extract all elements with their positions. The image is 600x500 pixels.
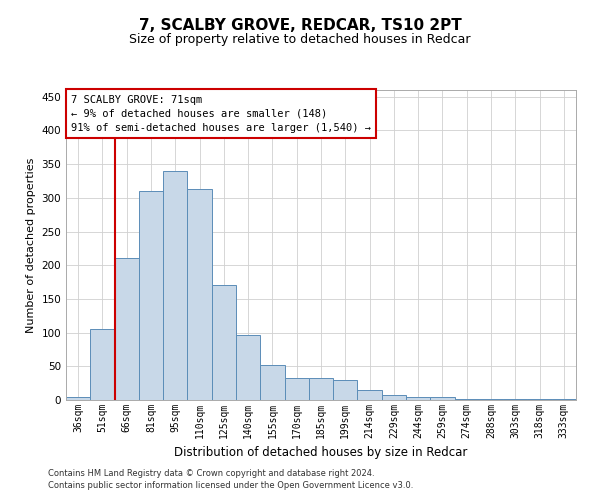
Text: 7, SCALBY GROVE, REDCAR, TS10 2PT: 7, SCALBY GROVE, REDCAR, TS10 2PT [139, 18, 461, 32]
Bar [309, 378, 333, 400]
Bar [284, 378, 309, 400]
Bar [430, 396, 455, 400]
Bar [333, 380, 358, 400]
Bar [115, 258, 139, 400]
Bar [382, 394, 406, 400]
Text: 7 SCALBY GROVE: 71sqm
← 9% of detached houses are smaller (148)
91% of semi-deta: 7 SCALBY GROVE: 71sqm ← 9% of detached h… [71, 94, 371, 132]
X-axis label: Distribution of detached houses by size in Redcar: Distribution of detached houses by size … [175, 446, 467, 460]
Bar [406, 398, 430, 400]
Bar [66, 396, 90, 400]
Bar [212, 286, 236, 400]
Y-axis label: Number of detached properties: Number of detached properties [26, 158, 36, 332]
Bar [90, 329, 115, 400]
Bar [455, 398, 479, 400]
Bar [236, 334, 260, 400]
Bar [260, 365, 284, 400]
Text: Size of property relative to detached houses in Redcar: Size of property relative to detached ho… [129, 32, 471, 46]
Bar [163, 171, 187, 400]
Text: Contains HM Land Registry data © Crown copyright and database right 2024.: Contains HM Land Registry data © Crown c… [48, 468, 374, 477]
Bar [139, 191, 163, 400]
Bar [358, 390, 382, 400]
Bar [187, 189, 212, 400]
Text: Contains public sector information licensed under the Open Government Licence v3: Contains public sector information licen… [48, 481, 413, 490]
